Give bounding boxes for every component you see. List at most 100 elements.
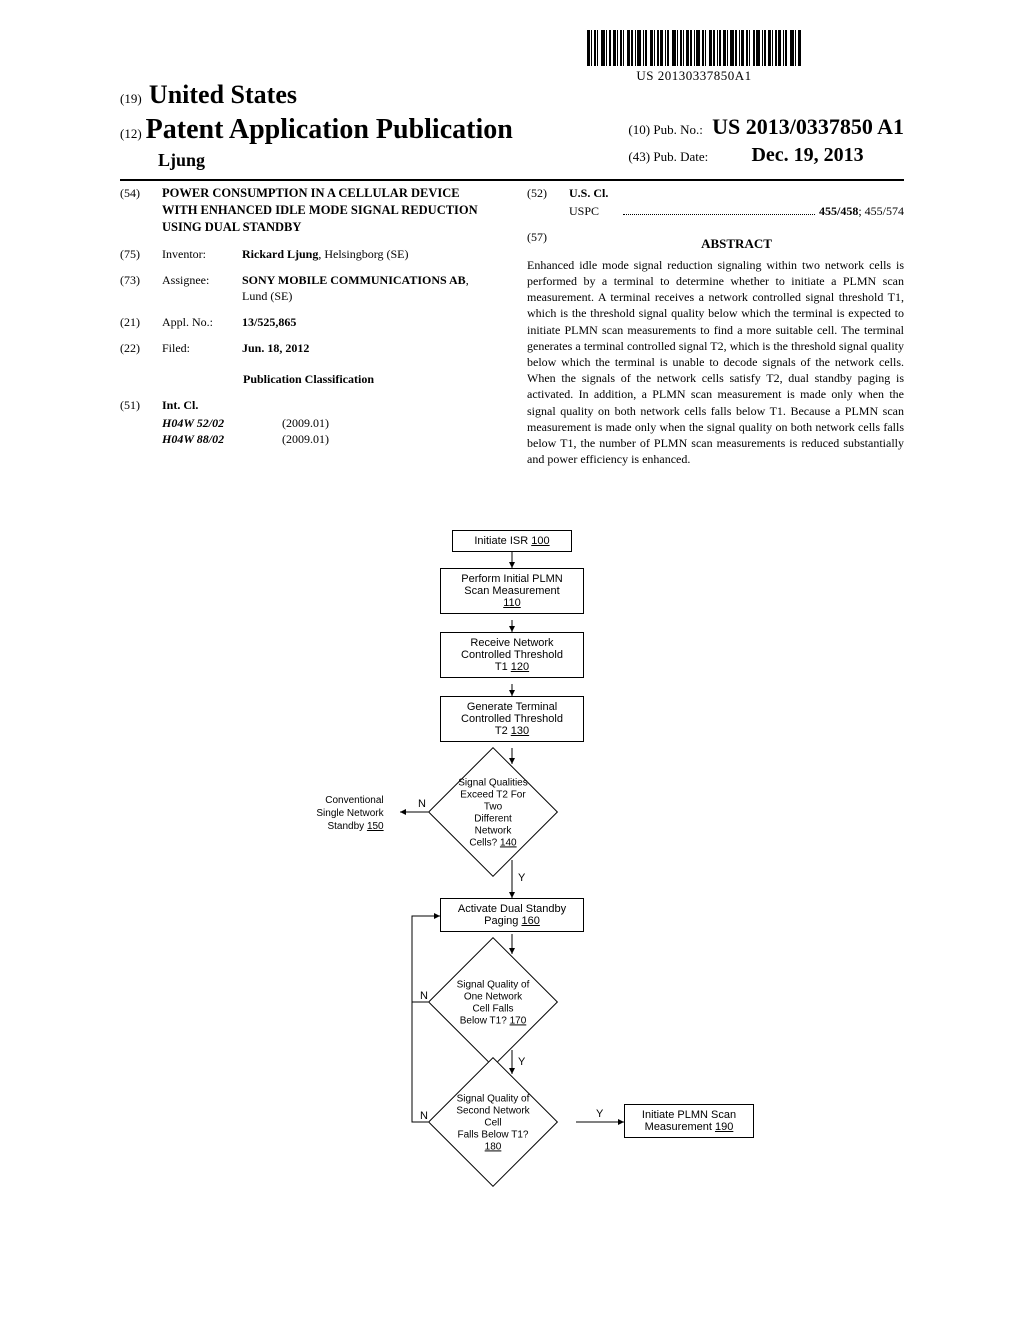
inventor-name: Rickard Ljung <box>242 247 318 261</box>
intcl-year-1: (2009.01) <box>282 431 329 447</box>
flow-label-y: Y <box>518 872 525 884</box>
pubdate-code: (43) <box>628 149 650 164</box>
pub-type: Patent Application Publication <box>146 114 513 146</box>
inventor-loc: , Helsingborg (SE) <box>318 247 408 261</box>
flow-label-n: N <box>420 990 428 1002</box>
flow-text: Receive Network <box>447 637 577 649</box>
filed-value: Jun. 18, 2012 <box>242 340 497 356</box>
barcode-icon <box>484 30 904 66</box>
flow-node-120: Receive Network Controlled Threshold T1 … <box>440 632 584 678</box>
flow-text: Perform Initial PLMN <box>447 573 577 585</box>
flow-node-160: Activate Dual Standby Paging 160 <box>440 898 584 932</box>
country-line: (19) United States <box>120 80 904 110</box>
flowchart: Initiate ISR 100 Perform Initial PLMN Sc… <box>0 520 1024 1220</box>
flow-text: T2 130 <box>447 725 577 737</box>
title-row: (54) POWER CONSUMPTION IN A CELLULAR DEV… <box>120 185 497 236</box>
assignee-name: SONY MOBILE COMMUNICATIONS AB <box>242 273 466 287</box>
uscl-row: (52) U.S. Cl. <box>527 185 904 201</box>
assignee-label: Assignee: <box>162 272 242 304</box>
uspc-dots <box>623 214 815 215</box>
biblio-columns: (54) POWER CONSUMPTION IN A CELLULAR DEV… <box>120 185 904 467</box>
country-name: United States <box>149 80 297 109</box>
assignee-value: SONY MOBILE COMMUNICATIONS AB, Lund (SE) <box>242 272 497 304</box>
flow-text: Initiate ISR 100 <box>459 535 565 547</box>
flow-ref: 110 <box>447 597 577 609</box>
flow-node-100: Initiate ISR 100 <box>452 530 572 552</box>
applno-label: Appl. No.: <box>162 314 242 330</box>
header: (19) United States (12) Patent Applicati… <box>120 80 904 181</box>
flow-text: Controlled Threshold <box>447 713 577 725</box>
pubdate-value: Dec. 19, 2013 <box>751 144 863 166</box>
inventor-row: (75) Inventor: Rickard Ljung, Helsingbor… <box>120 246 497 262</box>
assignee-row: (73) Assignee: SONY MOBILE COMMUNICATION… <box>120 272 497 304</box>
flow-text: Paging 160 <box>447 915 577 927</box>
left-column: (54) POWER CONSUMPTION IN A CELLULAR DEV… <box>120 185 497 467</box>
pubno-label: Pub. No.: <box>653 122 702 137</box>
flow-node-110: Perform Initial PLMN Scan Measurement 11… <box>440 568 584 614</box>
country-code: (19) <box>120 91 142 106</box>
uspc-bold: 455/458 <box>819 204 858 218</box>
uspc-values: 455/458; 455/574 <box>819 203 904 219</box>
flow-node-150: Conventional Single Network Standby 150 <box>300 788 400 839</box>
flow-node-190: Initiate PLMN Scan Measurement 190 <box>624 1104 754 1138</box>
uscl-label: U.S. Cl. <box>569 185 608 201</box>
pub-date-line: (43) Pub. Date: Dec. 19, 2013 <box>628 144 904 167</box>
flow-label-y: Y <box>596 1108 603 1120</box>
abstract-text: Enhanced idle mode signal reduction sign… <box>527 257 904 467</box>
flow-text: T1 120 <box>447 661 577 673</box>
intcl-year-0: (2009.01) <box>282 415 329 431</box>
uscl-code: (52) <box>527 185 569 201</box>
intcl-code-1: H04W 88/02 <box>162 431 282 447</box>
flow-node-170: Signal Quality of One Network Cell Falls… <box>447 954 577 1050</box>
intcl-item: H04W 52/02 (2009.01) <box>162 415 497 431</box>
uspc-label: USPC <box>569 203 619 219</box>
pubdate-label: Pub. Date: <box>653 149 708 164</box>
pub-no-line: (10) Pub. No.: US 2013/0337850 A1 <box>628 114 904 140</box>
filed-label: Filed: <box>162 340 242 356</box>
abstract-code: (57) <box>527 229 569 257</box>
pub-type-code: (12) <box>120 126 142 142</box>
flow-label-n: N <box>420 1110 428 1122</box>
applno-code: (21) <box>120 314 162 330</box>
filed-row: (22) Filed: Jun. 18, 2012 <box>120 340 497 356</box>
right-column: (52) U.S. Cl. USPC 455/458; 455/574 (57)… <box>527 185 904 467</box>
abstract-heading-row: (57) ABSTRACT <box>527 229 904 257</box>
pubno-code: (10) <box>628 122 650 137</box>
intcl-label: Int. Cl. <box>162 397 198 413</box>
flow-label-y: Y <box>518 1056 525 1068</box>
flow-label-n: N <box>418 798 426 810</box>
intcl-row: (51) Int. Cl. <box>120 397 497 413</box>
divider <box>120 179 904 181</box>
flow-text: Activate Dual Standby <box>447 903 577 915</box>
patent-page: US 20130337850A1 (19) United States (12)… <box>0 0 1024 1320</box>
applno-row: (21) Appl. No.: 13/525,865 <box>120 314 497 330</box>
barcode-block: US 20130337850A1 <box>484 30 904 84</box>
flow-text: Controlled Threshold <box>447 649 577 661</box>
applno-value: 13/525,865 <box>242 314 497 330</box>
author-name: Ljung <box>158 150 205 171</box>
intcl-item: H04W 88/02 (2009.01) <box>162 431 497 447</box>
flow-text: Scan Measurement <box>447 585 577 597</box>
flow-text: Initiate PLMN Scan <box>631 1109 747 1121</box>
intcl-code-0: H04W 52/02 <box>162 415 282 431</box>
flow-text: Generate Terminal <box>447 701 577 713</box>
pubno-value: US 2013/0337850 A1 <box>712 114 904 139</box>
inventor-label: Inventor: <box>162 246 242 262</box>
flow-node-130: Generate Terminal Controlled Threshold T… <box>440 696 584 742</box>
intcl-list: H04W 52/02 (2009.01) H04W 88/02 (2009.01… <box>162 415 497 447</box>
patent-title: POWER CONSUMPTION IN A CELLULAR DEVICE W… <box>162 185 497 236</box>
pub-info-right: (10) Pub. No.: US 2013/0337850 A1 (43) P… <box>628 114 904 167</box>
assignee-code: (73) <box>120 272 162 304</box>
flow-node-180: Signal Quality of Second Network Cell Fa… <box>447 1074 577 1170</box>
uspc-rest: ; 455/574 <box>858 204 904 218</box>
uspc-row: USPC 455/458; 455/574 <box>569 203 904 219</box>
intcl-code: (51) <box>120 397 162 413</box>
abstract-heading: ABSTRACT <box>569 235 904 253</box>
pubclass-heading: Publication Classification <box>120 371 497 387</box>
flow-text: Measurement 190 <box>631 1121 747 1133</box>
inventor-code: (75) <box>120 246 162 262</box>
inventor-value: Rickard Ljung, Helsingborg (SE) <box>242 246 497 262</box>
filed-code: (22) <box>120 340 162 356</box>
flow-node-140: Signal Qualities Exceed T2 For Two Diffe… <box>447 764 577 860</box>
title-code: (54) <box>120 185 162 236</box>
